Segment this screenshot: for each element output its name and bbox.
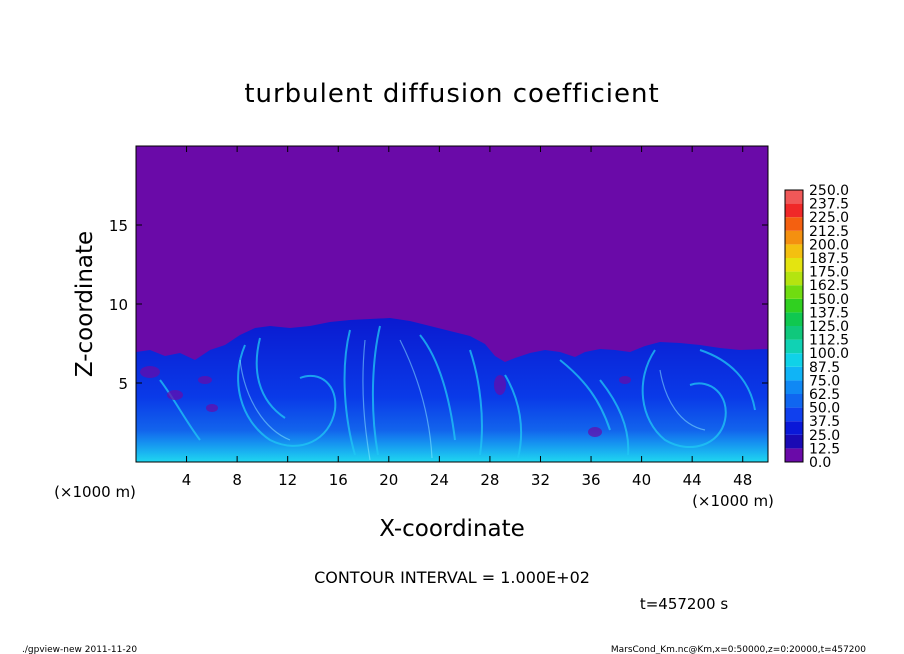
y-axis-ticks: 5 10 15 [109,217,768,393]
colorbar-label: 87.5 [809,360,840,376]
colorbar-swatch [785,298,803,313]
footer-left: ./gpview-new 2011-11-20 [22,645,137,654]
colorbar-label: 250.0 [809,183,849,199]
plot-area [136,146,768,462]
colorbar-swatch [785,312,803,326]
colorbar-swatch [785,366,803,381]
colorbar-label: 200.0 [809,237,849,253]
x-tick-label: 40 [632,471,651,489]
chart-title: turbulent diffusion coefficient [244,79,659,109]
x-tick-label: 28 [480,471,499,489]
y-tick-label: 10 [109,296,128,314]
colorbar-swatch [785,339,803,354]
colorbar-swatch [785,190,803,204]
colorbar-label: 212.5 [809,224,849,240]
x-tick-label: 8 [232,471,242,489]
turbulent-layer [136,318,768,462]
x-tick-label: 32 [531,471,550,489]
colorbar-label: 137.5 [809,305,849,321]
x-tick-label: 20 [379,471,398,489]
colorbar-swatch [785,434,803,449]
colorbar-label: 0.0 [809,455,831,471]
colorbar: 0.012.525.037.550.062.575.087.5100.0112.… [784,183,849,471]
colorbar-swatch [785,448,803,462]
colorbar-label: 225.0 [809,210,849,226]
colorbar-label: 62.5 [809,387,840,403]
colorbar-swatch [785,258,803,272]
y-tick-label: 15 [109,217,128,235]
colorbar-swatch [785,394,803,408]
colorbar-label: 125.0 [809,319,849,335]
x-tick-label: 12 [278,471,297,489]
colorbar-swatch [785,271,803,286]
x-tick-label: 16 [329,471,348,489]
colorbar-swatch [785,326,803,340]
colorbar-swatch [785,353,803,367]
x-axis-label: X-coordinate [379,516,525,542]
colorbar-swatch [785,380,803,394]
colorbar-label: 162.5 [809,278,849,294]
colorbar-label: 237.5 [809,197,849,213]
y-axis-label: Z-coordinate [72,231,98,377]
x-tick-label: 4 [182,471,192,489]
x-tick-label: 48 [733,471,752,489]
colorbar-label: 175.0 [809,265,849,281]
footer-right: MarsCond_Km.nc@Km,x=0:50000,z=0:20000,t=… [611,645,866,654]
colorbar-swatch [785,407,803,422]
colorbar-label: 187.5 [809,251,849,267]
x-tick-label: 36 [581,471,600,489]
colorbar-frame [784,189,804,463]
colorbar-label: 100.0 [809,346,849,362]
colorbar-swatch [785,230,803,245]
colorbar-label: 50.0 [809,401,840,417]
x-tick-label: 44 [683,471,702,489]
colorbar-label: 112.5 [809,333,849,349]
y-tick-label: 5 [118,375,128,393]
colorbar-swatch [785,203,803,218]
x-tick-label: 24 [430,471,449,489]
colorbar-label: 150.0 [809,292,849,308]
colorbar-label: 25.0 [809,428,840,444]
x-unit-left: (×1000 m) [54,483,136,501]
contour-interval: CONTOUR INTERVAL = 1.000E+02 [314,568,590,587]
x-axis-ticks: 4 8 12 16 20 24 28 32 36 40 44 48 [182,146,752,489]
colorbar-label: 75.0 [809,373,840,389]
colorbar-label: 12.5 [809,441,840,457]
colorbar-label: 37.5 [809,414,840,430]
colorbar-swatch [785,421,803,435]
colorbar-swatch [785,285,803,299]
colorbar-swatch [785,244,803,258]
x-unit-right: (×1000 m) [692,492,774,510]
time-label: t=457200 s [640,595,728,613]
colorbar-swatch [785,217,803,231]
